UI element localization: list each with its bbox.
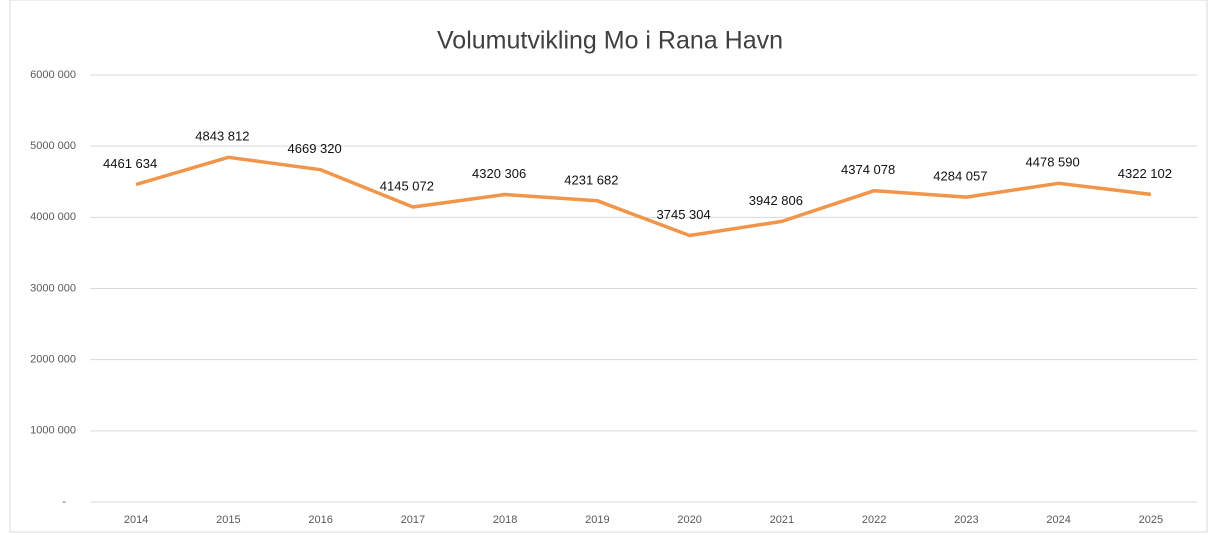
x-tick-label: 2015 [216, 514, 240, 526]
data-label: 4843 812 [195, 129, 249, 144]
data-label: 4320 306 [472, 166, 526, 181]
data-label: 4145 072 [380, 178, 434, 193]
x-tick-label: 2022 [862, 514, 886, 526]
data-label: 3942 806 [749, 193, 803, 208]
x-tick-label: 2019 [585, 514, 609, 526]
chart-frame [9, 0, 1208, 533]
data-label: 4322 102 [1118, 166, 1172, 181]
data-label: 3745 304 [657, 207, 711, 222]
data-label: 4461 634 [103, 156, 157, 171]
x-tick-label: 2018 [493, 514, 517, 526]
data-label: 4669 320 [288, 141, 342, 156]
y-tick-label: 4000 000 [30, 211, 76, 223]
data-label: 4374 078 [841, 162, 895, 177]
x-tick-label: 2023 [954, 514, 978, 526]
data-label: 4284 057 [933, 169, 987, 184]
data-line [135, 155, 1152, 238]
x-tick-label: 2016 [308, 514, 332, 526]
data-label: 4231 682 [564, 172, 618, 187]
y-tick-label: 6000 000 [30, 69, 76, 81]
x-tick-label: 2024 [1046, 514, 1070, 526]
data-label: 4478 590 [1026, 155, 1080, 170]
y-tick-label: 5000 000 [30, 140, 76, 152]
x-tick-label: 2021 [770, 514, 794, 526]
x-tick-label: 2020 [677, 514, 701, 526]
y-tick-label: 1000 000 [30, 425, 76, 437]
y-tick-label: 2000 000 [30, 354, 76, 366]
x-tick-label: 2025 [1139, 514, 1163, 526]
x-tick-label: 2017 [401, 514, 425, 526]
y-tick-label: 3000 000 [30, 282, 76, 294]
y-tick-label: - [62, 496, 66, 508]
x-tick-label: 2014 [124, 514, 148, 526]
chart-title: Volumutvikling Mo i Rana Havn [437, 27, 783, 55]
